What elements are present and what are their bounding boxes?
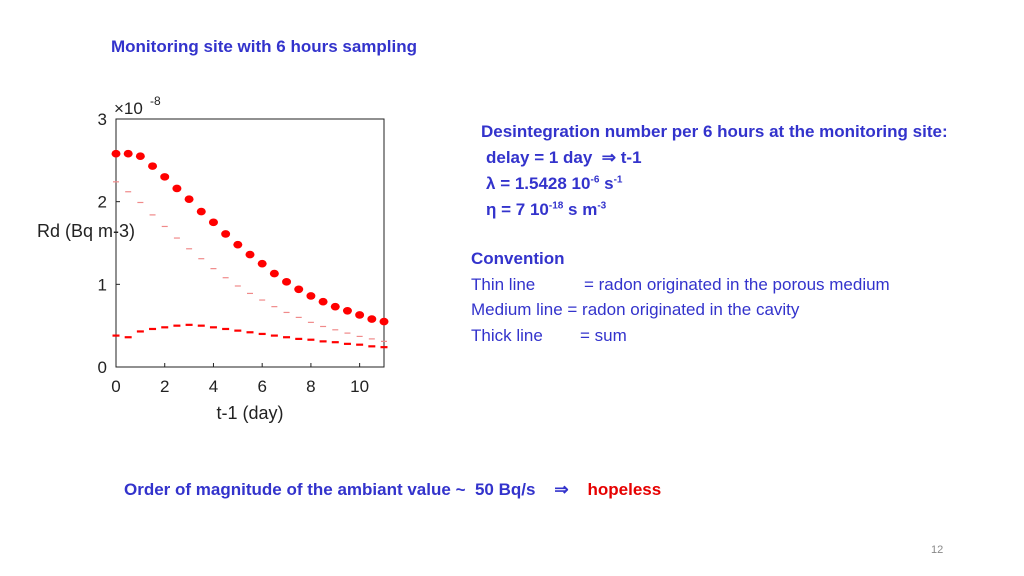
sum-series-point	[342, 306, 352, 315]
ambient-line: Order of magnitude of the ambiant value …	[124, 480, 661, 500]
lambda-value: = 1.5428 10	[495, 174, 591, 193]
lambda-exponent: -6	[590, 174, 600, 186]
convention-thin: Thin line = radon originated in the porou…	[471, 272, 890, 298]
medium-desc: = radon originated in the cavity	[567, 300, 800, 319]
implies-symbol: ⇒	[554, 480, 569, 499]
sum-series-point	[221, 230, 231, 238]
eta-symbol: η	[486, 200, 497, 219]
eta-value: = 7 10	[496, 200, 549, 219]
x-tick-label: 4	[209, 377, 218, 396]
sum-series-point	[318, 297, 328, 306]
lambda-unit-exponent: -1	[613, 174, 623, 186]
page-number: 12	[931, 544, 944, 556]
sum-series-point	[172, 184, 182, 193]
description-heading: Desintegration number per 6 hours at the…	[481, 122, 948, 141]
sum-series-point	[282, 278, 292, 286]
x-tick-label: 10	[350, 377, 369, 396]
sum-series-point	[148, 162, 158, 170]
y-tick-label: 0	[98, 358, 107, 377]
eta-exponent: -18	[548, 200, 564, 212]
sum-series-point	[208, 218, 218, 227]
plot-area	[115, 118, 385, 368]
sum-series-point	[355, 311, 365, 319]
thick-label: Thick line	[471, 325, 543, 345]
lambda-symbol: λ	[486, 174, 496, 193]
convention-heading: Convention	[471, 249, 565, 268]
thin-desc: = radon originated in the porous medium	[584, 274, 890, 294]
thin-label: Thin line	[471, 274, 536, 294]
y-tick-label: 1	[98, 275, 107, 294]
ambient-value: 50 Bq/s	[474, 480, 536, 499]
tilde-symbol: ~	[455, 480, 466, 499]
sum-series-point	[233, 240, 243, 249]
eta-unit-exponent: -3	[597, 200, 607, 212]
delay-line: delay = 1 day ⇒ t-1	[481, 145, 948, 171]
convention-block: Convention Thin line = radon originated i…	[471, 246, 890, 348]
sum-series-point	[245, 250, 255, 259]
sum-series-point	[330, 302, 340, 311]
sum-series-point	[123, 149, 133, 158]
x-tick-label: 0	[111, 377, 120, 396]
y-axis-label: Rd (Bq m-3)	[37, 221, 135, 241]
sum-series-point	[269, 269, 279, 278]
lambda-unit: s	[599, 174, 614, 193]
description-block: Desintegration number per 6 hours at the…	[481, 119, 948, 223]
x-tick-label: 2	[160, 377, 169, 396]
scale-exponent: -8	[150, 94, 161, 108]
sum-series-point	[160, 173, 170, 181]
convention-thick: Thick line = sum	[471, 323, 890, 349]
radon-chart: 0 2 4 6 8 10 0 1 2 3 ×10 -8 Rd (Bq m-3) t-1 (day)	[37, 94, 389, 423]
sum-series-point	[184, 195, 194, 203]
eta-line: η = 7 10-18 s m-3	[481, 197, 948, 223]
eta-unit: s m	[563, 200, 598, 219]
sum-series-point	[196, 207, 206, 216]
slide-title: Monitoring site with 6 hours sampling	[111, 37, 418, 56]
hopeless-label: hopeless	[587, 480, 662, 499]
y-tick-label: 3	[98, 110, 107, 129]
convention-medium: Medium line = radon originated in the ca…	[471, 297, 890, 323]
x-tick-label: 6	[257, 377, 266, 396]
ambient-text: Order of magnitude of the ambiant value	[124, 480, 451, 499]
sum-series-point	[306, 292, 316, 300]
sum-series-point	[257, 259, 267, 268]
implies-symbol: ⇒	[601, 148, 617, 167]
sum-series-point	[367, 315, 377, 323]
thick-desc: = sum	[580, 325, 627, 345]
y-tick-label: 2	[98, 193, 107, 212]
delay-result: t-1	[620, 148, 642, 167]
x-axis-label: t-1 (day)	[216, 403, 283, 423]
sum-series-point	[135, 152, 145, 160]
x-tick-label: 8	[306, 377, 315, 396]
sum-series-point	[379, 317, 389, 326]
sum-series-point	[111, 149, 121, 158]
sum-series-point	[294, 285, 304, 294]
delay-text: delay = 1 day	[486, 148, 593, 167]
scale-base: ×10	[114, 99, 143, 118]
medium-label: Medium line	[471, 300, 563, 319]
lambda-line: λ = 1.5428 10-6 s-1	[481, 171, 948, 197]
